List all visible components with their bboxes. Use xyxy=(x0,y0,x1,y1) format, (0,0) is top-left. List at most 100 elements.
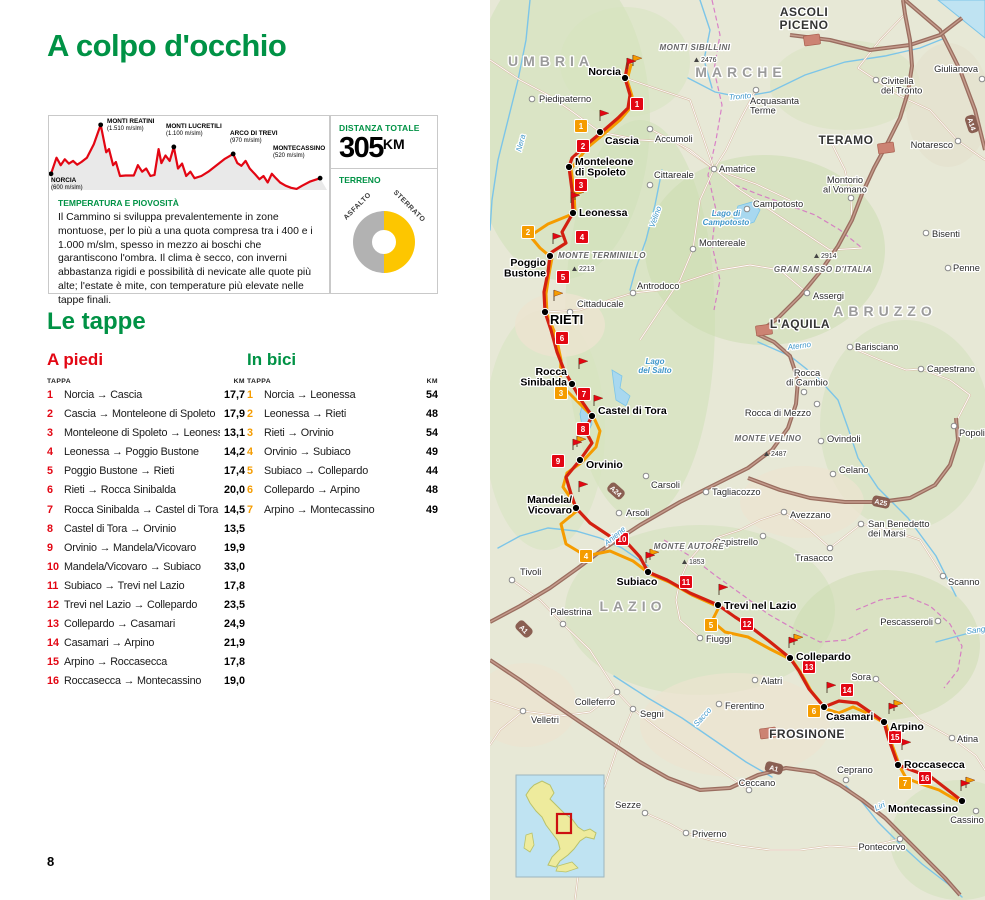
town-label: Celano xyxy=(839,465,868,475)
walk-col-km: KM xyxy=(233,378,245,385)
stage-badge xyxy=(679,575,693,589)
stage-badge-number: 7 xyxy=(582,390,587,399)
stage-flag xyxy=(901,738,912,746)
stage-flag xyxy=(626,57,637,65)
town-dot xyxy=(857,520,865,528)
walk-stage-row: 11 Subiaco → Trevi nel Lazio 17,8 xyxy=(47,580,245,599)
highway-inner xyxy=(789,17,963,51)
walk-table-title: A piedi xyxy=(47,350,104,369)
stage-flag xyxy=(826,681,837,689)
page-number: 8 xyxy=(47,854,55,869)
route-stop-dot xyxy=(893,760,903,770)
svg-text:A1: A1 xyxy=(517,624,528,635)
bike-table-title: In bici xyxy=(247,350,297,369)
profile-peak-elev: (970 m/slm) xyxy=(230,138,262,144)
stage-km: 23,5 xyxy=(223,599,245,612)
lake xyxy=(733,201,761,227)
stages-walk-table: A piedi TAPPA KM 1 Norcia → Cascia 17,7 2 Ca… xyxy=(47,350,245,695)
town-label: Assergi xyxy=(813,291,844,301)
lake-label: del Salto xyxy=(638,366,671,375)
stage-number: 2 xyxy=(247,408,254,421)
town-dot xyxy=(780,508,788,516)
stage-badge xyxy=(898,776,912,790)
route-stop-label: Cascia xyxy=(605,135,639,147)
stage-badge-number: 4 xyxy=(584,552,589,561)
stage-route: Arpino → Montecassino xyxy=(264,503,375,516)
stage-flag xyxy=(788,636,799,644)
stage-flag xyxy=(960,779,971,787)
stage-number: 14 xyxy=(47,637,60,650)
town-label: Amatrice xyxy=(719,164,756,174)
town-dot xyxy=(872,76,880,84)
stage-number: 6 xyxy=(47,484,54,497)
town-dot xyxy=(613,688,621,696)
town-label: Penne xyxy=(953,263,980,273)
svg-text:A1: A1 xyxy=(768,765,778,774)
river-label: Tronto xyxy=(728,91,752,102)
town-label: Tagliacozzo xyxy=(712,487,761,497)
peak-triangle-icon xyxy=(572,266,577,271)
mountain-range-label: GRAN SASSO D'ITALIA xyxy=(774,265,872,274)
stage-km: 49 xyxy=(425,503,438,516)
route-stop-dot xyxy=(879,717,889,727)
road-centerline xyxy=(857,13,985,161)
town-label: Rocca di Mezzo xyxy=(745,408,811,418)
town-dot xyxy=(847,194,855,202)
town-dot xyxy=(682,829,690,837)
bike-stage-row: 6 Collepardo → Arpino 48 xyxy=(247,484,438,503)
stage-km: 17,7 xyxy=(223,389,245,401)
walk-stage-row: 16 Roccasecca → Montecassino 19,0 xyxy=(47,675,245,694)
town-dot xyxy=(715,700,723,708)
stage-flag xyxy=(570,191,581,199)
river xyxy=(935,628,985,643)
town-label: Pontecorvo xyxy=(858,842,905,852)
town-dot xyxy=(702,488,710,496)
town-label: Capestrano xyxy=(927,364,975,374)
stage-route: Subiaco → Collepardo xyxy=(264,465,369,478)
stage-km: 17,8 xyxy=(223,579,245,592)
peak-triangle-icon xyxy=(764,451,769,456)
stage-badge xyxy=(577,387,591,401)
stage-badge xyxy=(555,331,569,345)
stage-number: 7 xyxy=(247,503,254,516)
stage-badge xyxy=(574,178,588,192)
profile-peak-name: ARCO DI TREVI xyxy=(230,130,278,137)
stages-heading: Le tappe xyxy=(47,308,146,335)
terrain-shade xyxy=(485,310,605,550)
stage-route: Rieti → Orvinio xyxy=(264,427,334,440)
profile-area-fill xyxy=(51,124,327,190)
route-stop-label: Norcia xyxy=(588,66,621,78)
town-dot xyxy=(934,617,942,625)
major-city-label: FROSINONE xyxy=(769,727,845,741)
stage-badge xyxy=(918,771,932,785)
terrain-shade xyxy=(473,663,577,747)
road-centerline xyxy=(624,77,715,170)
stage-number: 11 xyxy=(47,579,59,592)
town-dot xyxy=(826,544,834,552)
stage-badge-number: 1 xyxy=(635,100,640,109)
route-stop-label: Trevi nel Lazio xyxy=(724,600,796,612)
town-label: Ceccano xyxy=(739,778,776,788)
town-label: Cittareale xyxy=(654,170,694,180)
left-column: A colpo d'occhio NORCIA (600 m/slm) MONTI … xyxy=(0,0,490,900)
stage-km: 48 xyxy=(425,484,438,497)
stage-badge-number: 5 xyxy=(709,621,714,630)
town-label: Antrodoco xyxy=(637,281,679,291)
route-stop-label: Leonessa xyxy=(579,207,628,219)
bike-stage-row: 1 Norcia → Leonessa 54 xyxy=(247,389,438,408)
svg-text:A14: A14 xyxy=(965,117,976,131)
walk-stage-row: 2 Cascia → Monteleone di Spoleto 17,9 xyxy=(47,408,245,427)
major-city-label: PICENO xyxy=(779,18,828,32)
stage-km: 14,5 xyxy=(223,503,245,516)
walk-stage-row: 15 Arpino → Roccasecca 17,8 xyxy=(47,656,245,675)
walk-stage-row: 10 Mandela/Vicovaro → Subiaco 33,0 xyxy=(47,561,245,580)
route-stop-dot xyxy=(643,567,653,577)
stage-badge xyxy=(556,270,570,284)
town-dot xyxy=(803,289,811,297)
route-stop-label: RIETI xyxy=(550,312,583,327)
route-stop-dot xyxy=(540,307,550,317)
stage-flag xyxy=(893,699,904,707)
bike-stage-row: 3 Rieti → Orvinio 54 xyxy=(247,427,438,446)
town-label: Arsoli xyxy=(626,508,649,518)
town-dot xyxy=(528,95,536,103)
